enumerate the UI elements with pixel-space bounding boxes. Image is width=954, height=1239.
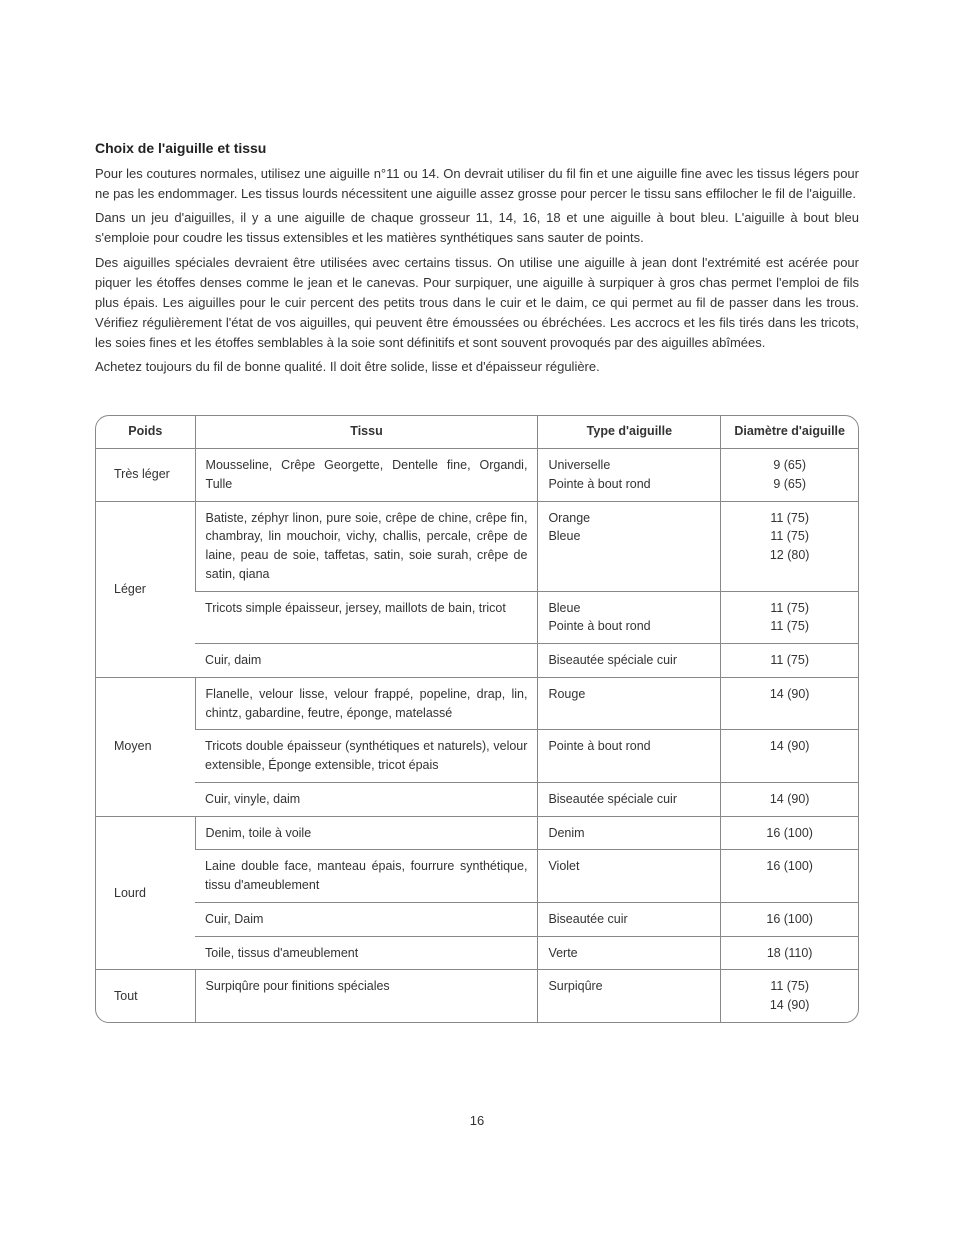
document-page: Choix de l'aiguille et tissu Pour les co…: [0, 0, 954, 1239]
cell-diametre: 18 (110): [721, 936, 858, 970]
cell-diametre: 14 (90): [721, 677, 858, 730]
cell-type: UniversellePointe à bout rond: [538, 449, 721, 502]
table-row: Cuir, vinyle, daimBiseautée spéciale cui…: [96, 782, 858, 816]
cell-type: Violet: [538, 850, 721, 903]
table-row: Toile, tissus d'ameublementVerte18 (110): [96, 936, 858, 970]
cell-type: Rouge: [538, 677, 721, 730]
cell-tissu: Cuir, vinyle, daim: [195, 782, 538, 816]
section-heading: Choix de l'aiguille et tissu: [95, 140, 859, 156]
table-row: Cuir, daimBiseautée spéciale cuir11 (75): [96, 644, 858, 678]
table-row: Tricots double épaisseur (synthétiques e…: [96, 730, 858, 783]
table-row: Tricots simple épaisseur, jersey, maillo…: [96, 591, 858, 644]
cell-tissu: Tricots simple épaisseur, jersey, maillo…: [195, 591, 538, 644]
table-row: Laine double face, manteau épais, fourru…: [96, 850, 858, 903]
cell-type: Biseautée cuir: [538, 902, 721, 936]
cell-tissu: Laine double face, manteau épais, fourru…: [195, 850, 538, 903]
cell-poids: Moyen: [96, 677, 195, 816]
cell-tissu: Batiste, zéphyr linon, pure soie, crêpe …: [195, 501, 538, 591]
cell-type: OrangeBleue: [538, 501, 721, 591]
paragraph: Des aiguilles spéciales devraient être u…: [95, 253, 859, 354]
col-header-dia: Diamètre d'aiguille: [721, 416, 858, 448]
cell-type: BleuePointe à bout rond: [538, 591, 721, 644]
table-row: MoyenFlanelle, velour lisse, velour frap…: [96, 677, 858, 730]
cell-type: Biseautée spéciale cuir: [538, 782, 721, 816]
cell-type: Surpiqûre: [538, 970, 721, 1022]
col-header-tissu: Tissu: [195, 416, 538, 448]
table-row: Très légerMousseline, Crêpe Georgette, D…: [96, 449, 858, 502]
cell-tissu: Tricots double épaisseur (synthétiques e…: [195, 730, 538, 783]
cell-diametre: 9 (65)9 (65): [721, 449, 858, 502]
cell-diametre: 16 (100): [721, 902, 858, 936]
cell-tissu: Flanelle, velour lisse, velour frappé, p…: [195, 677, 538, 730]
cell-poids: Lourd: [96, 816, 195, 970]
needle-fabric-table: Poids Tissu Type d'aiguille Diamètre d'a…: [95, 415, 859, 1022]
col-header-type: Type d'aiguille: [538, 416, 721, 448]
table-row: LourdDenim, toile à voileDenim16 (100): [96, 816, 858, 850]
cell-tissu: Denim, toile à voile: [195, 816, 538, 850]
paragraph: Achetez toujours du fil de bonne qualité…: [95, 357, 859, 377]
table-row: LégerBatiste, zéphyr linon, pure soie, c…: [96, 501, 858, 591]
cell-diametre: 14 (90): [721, 730, 858, 783]
cell-diametre: 11 (75)11 (75)12 (80): [721, 501, 858, 591]
cell-tissu: Cuir, daim: [195, 644, 538, 678]
cell-tissu: Mousseline, Crêpe Georgette, Dentelle fi…: [195, 449, 538, 502]
cell-diametre: 11 (75): [721, 644, 858, 678]
table-row: Cuir, DaimBiseautée cuir16 (100): [96, 902, 858, 936]
table-header-row: Poids Tissu Type d'aiguille Diamètre d'a…: [96, 416, 858, 448]
paragraph: Dans un jeu d'aiguilles, il y a une aigu…: [95, 208, 859, 248]
cell-diametre: 14 (90): [721, 782, 858, 816]
cell-poids: Tout: [96, 970, 195, 1022]
table-row: ToutSurpiqûre pour finitions spécialesSu…: [96, 970, 858, 1022]
cell-tissu: Toile, tissus d'ameublement: [195, 936, 538, 970]
cell-type: Denim: [538, 816, 721, 850]
cell-tissu: Cuir, Daim: [195, 902, 538, 936]
cell-diametre: 16 (100): [721, 850, 858, 903]
col-header-poids: Poids: [96, 416, 195, 448]
cell-diametre: 16 (100): [721, 816, 858, 850]
cell-type: Verte: [538, 936, 721, 970]
cell-type: Biseautée spéciale cuir: [538, 644, 721, 678]
cell-poids: Léger: [96, 501, 195, 677]
cell-type: Pointe à bout rond: [538, 730, 721, 783]
cell-diametre: 11 (75)11 (75): [721, 591, 858, 644]
cell-poids: Très léger: [96, 449, 195, 502]
paragraph: Pour les coutures normales, utilisez une…: [95, 164, 859, 204]
page-number: 16: [95, 1113, 859, 1128]
cell-tissu: Surpiqûre pour finitions spéciales: [195, 970, 538, 1022]
cell-diametre: 11 (75)14 (90): [721, 970, 858, 1022]
